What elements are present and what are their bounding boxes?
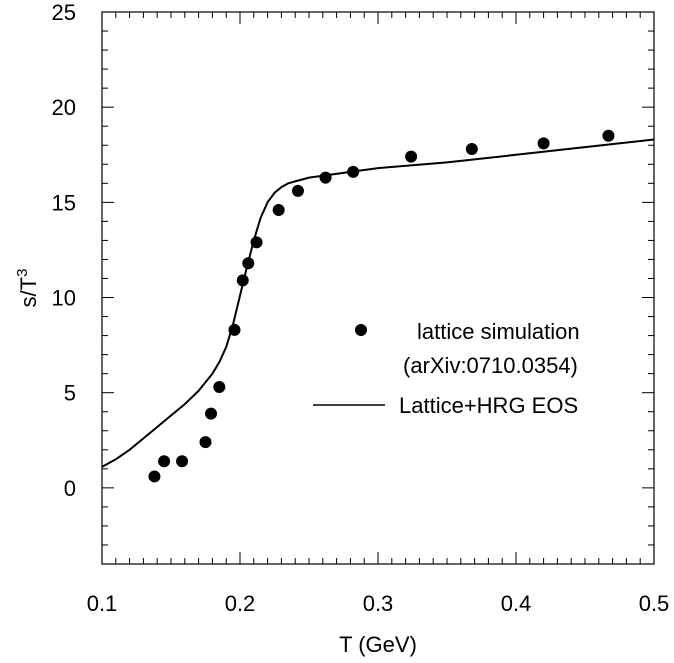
data-point [199,436,212,449]
y-axis-label-main: s/T [16,277,41,308]
x-tick-label: 0.5 [639,591,670,616]
legend-label-line: Lattice+HRG EOS [399,393,578,418]
x-tick-label: 0.1 [87,591,118,616]
data-point [347,165,360,178]
legend-label-points: lattice simulation [417,319,580,344]
data-point [537,137,550,150]
data-point [272,203,285,216]
y-tick-labels: 0 5 10 15 20 25 [52,0,76,501]
plot-frame [101,11,655,565]
data-point [158,455,171,468]
legend-marker-points [355,324,367,336]
legend: lattice simulation (arXiv:0710.0354) Lat… [313,319,580,418]
data-point [291,184,304,197]
data-point [405,150,418,163]
x-tick-label: 0.4 [501,591,532,616]
data-point [213,380,226,393]
data-point [602,129,615,142]
x-tick-label: 0.3 [363,591,394,616]
data-point [205,407,218,420]
data-point [236,274,249,287]
legend-label-points-line2: (arXiv:0710.0354) [403,353,578,378]
y-tick-label: 15 [52,190,76,215]
y-tick-label: 5 [64,381,76,406]
x-tick-labels: 0.1 0.2 0.3 0.4 0.5 [87,591,670,616]
y-axis-label-superscript: 3 [14,269,31,277]
data-point [228,323,241,336]
data-point [250,236,263,249]
data-point [319,171,332,184]
data-point [148,470,161,483]
data-point [465,143,478,156]
data-point [176,455,189,468]
y-tick-label: 20 [52,95,76,120]
y-axis-label: s/T3 [14,269,41,308]
y-tick-label: 0 [64,476,76,501]
axis-ticks [101,11,655,565]
y-tick-label: 25 [52,0,76,25]
y-tick-label: 10 [52,286,76,311]
x-axis-label: T (GeV) [339,632,417,657]
data-point [242,257,255,270]
series-points-lattice [148,129,615,483]
x-tick-label: 0.2 [225,591,256,616]
